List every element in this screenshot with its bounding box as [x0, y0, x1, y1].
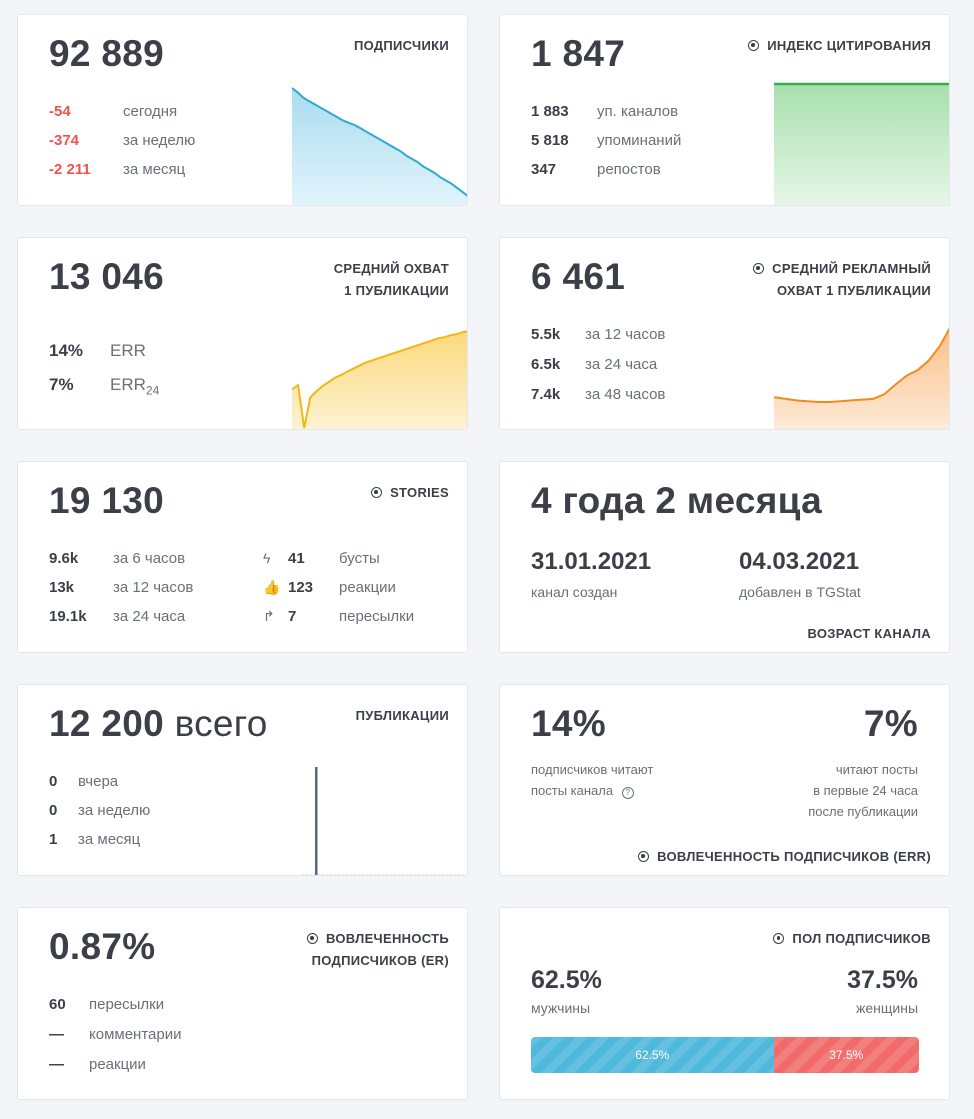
stat-row: 7.4k за 48 часов: [531, 386, 666, 403]
average-reach-value: 13 046: [49, 256, 164, 297]
err-left-caption: подписчиков читают посты канала ?: [531, 762, 654, 799]
publications-card[interactable]: 12 200 всего ПУБЛИКАЦИИ 0 вчера 0 за недел…: [17, 684, 468, 876]
stat-row: 6.5k за 24 часа: [531, 356, 658, 373]
engagement-err-title: ВОВЛЕЧЕННОСТЬ ПОДПИСЧИКОВ (ERR): [638, 846, 931, 868]
engagement-er-title: ВОВЛЕЧЕННОСТЬ ПОДПИСЧИКОВ (ER): [307, 928, 449, 972]
stat-row: — комментарии: [49, 1026, 182, 1043]
stat-row: -54 сегодня: [49, 103, 178, 120]
err24-row: 7% ERR24: [49, 375, 160, 398]
subscribers-trend-chart: [292, 87, 467, 205]
err-right-value: 7%: [863, 703, 918, 744]
publications-stats: 0 вчера 0 за неделю 1 за месяц: [49, 767, 150, 854]
engagement-er-card[interactable]: 0.87% ВОВЛЕЧЕННОСТЬ ПОДПИСЧИКОВ (ER) 60 пе…: [17, 907, 468, 1100]
info-icon[interactable]: [371, 487, 383, 498]
info-icon[interactable]: [753, 263, 765, 274]
reactions-row: 👍 123 реакции: [263, 573, 414, 602]
female-label: женщины: [855, 1000, 918, 1016]
stat-row: 347 репостов: [531, 161, 661, 178]
info-icon[interactable]: [748, 40, 760, 51]
stat-row: -374 за неделю: [49, 132, 196, 149]
stat-row: 13k за 12 часов: [49, 579, 194, 596]
gender-bar: 62.5% 37.5%: [531, 1037, 919, 1073]
created-block: 31.01.2021 канал создан: [531, 548, 651, 600]
stat-row: 9.6k за 6 часов: [49, 550, 186, 567]
created-date: 31.01.2021: [531, 548, 652, 575]
stories-views: 9.6k за 6 часов 13k за 12 часов 19.1k за 24…: [49, 544, 193, 631]
stat-row: 19.1k за 24 часа: [49, 608, 186, 625]
male-label: мужчины: [531, 1000, 591, 1016]
share-arrow-icon: ↱: [263, 608, 275, 624]
female-segment: 37.5%: [773, 1037, 919, 1073]
citation-chart: [774, 82, 949, 205]
average-ad-reach-card[interactable]: 6 461 СРЕДНИЙ РЕКЛАМНЫЙ ОХВАТ 1 ПУБЛИКАЦИ…: [499, 237, 950, 430]
average-reach-title: СРЕДНИЙ ОХВАТ 1 ПУБЛИКАЦИИ: [333, 261, 449, 298]
stories-actions: ϟ 41 бусты 👍 123 реакции ↱ 7 пересылки: [263, 544, 414, 631]
average-reach-line: [292, 330, 467, 429]
err-right-caption: читают посты в первые 24 часа после публ…: [808, 762, 918, 819]
stories-title: STORIES: [371, 482, 449, 504]
stat-row: 0 за неделю: [49, 802, 151, 819]
ad-reach-stats: 5.5k за 12 часов 6.5k за 24 часа 7.4k за 48…: [531, 320, 665, 410]
average-ad-reach-chart: [774, 327, 949, 429]
stat-row: 5.5k за 12 часов: [531, 326, 666, 343]
citation-index-card[interactable]: 1 847 ИНДЕКС ЦИТИРОВАНИЯ 1 883 уп. канало…: [499, 14, 950, 206]
citation-chart-area: [774, 84, 949, 205]
subscribers-title: ПОДПИСЧИКИ: [353, 38, 449, 53]
average-reach-card[interactable]: 13 046 СРЕДНИЙ ОХВАТ 1 ПУБЛИКАЦИИ 14% ERR …: [17, 237, 468, 430]
publications-value: 12 200 всего: [49, 703, 268, 744]
err-row: 14% ERR: [49, 341, 146, 360]
average-reach-area: [292, 331, 467, 429]
citation-index-title: ИНДЕКС ЦИТИРОВАНИЯ: [748, 35, 931, 57]
stat-row: 5 818 упоминаний: [531, 132, 682, 149]
stories-value: 19 130: [49, 480, 164, 521]
gender-card[interactable]: ПОЛ ПОДПИСЧИКОВ 62.5% мужчины 37.5% женщ…: [499, 907, 950, 1100]
added-date: 04.03.2021: [739, 548, 860, 575]
stat-row: 1 за месяц: [49, 831, 141, 848]
citation-index-value: 1 847: [531, 33, 626, 74]
publications-bar: [315, 767, 318, 875]
average-ad-reach-line: [774, 327, 949, 403]
channel-age-value: 4 года 2 месяца: [531, 480, 822, 521]
err-left-value: 14%: [531, 703, 606, 744]
lightning-icon: ϟ: [263, 550, 271, 566]
thumbs-up-icon: 👍: [263, 579, 281, 595]
male-segment: 62.5%: [531, 1037, 774, 1073]
average-ad-reach-area: [774, 329, 949, 429]
channel-age-title: ВОЗРАСТ КАНАЛА: [807, 626, 931, 641]
publications-title: ПУБЛИКАЦИИ: [355, 708, 449, 723]
info-icon[interactable]: [638, 851, 650, 862]
engagement-err-card[interactable]: 14% 7% подписчиков читают посты канала ?…: [499, 684, 950, 876]
info-icon[interactable]: [773, 933, 785, 944]
average-ad-reach-title: СРЕДНИЙ РЕКЛАМНЫЙ ОХВАТ 1 ПУБЛИКАЦИИ: [753, 258, 931, 302]
stat-row: 0 вчера: [49, 773, 119, 790]
boosts-row: ϟ 41 бусты: [263, 544, 414, 573]
subscribers-trend-line: [292, 87, 467, 197]
stories-card[interactable]: 19 130 STORIES 9.6k за 6 часов 13k за 12 ч…: [17, 461, 468, 653]
channel-age-card[interactable]: 4 года 2 месяца 31.01.2021 канал создан …: [499, 461, 950, 653]
male-value: 62.5%: [531, 966, 602, 994]
added-label: добавлен в TGStat: [739, 584, 861, 600]
stat-row: — реакции: [49, 1056, 146, 1073]
question-icon[interactable]: ?: [621, 787, 634, 799]
average-reach-chart: [292, 330, 467, 429]
info-icon[interactable]: [307, 933, 319, 944]
er-value: 0.87%: [49, 926, 156, 967]
citation-stats: 1 883 уп. каналов 5 818 упоминаний 347 репо…: [531, 97, 681, 184]
err-stats: 14% ERR 7% ERR24: [49, 334, 159, 402]
stat-row: -2 211 за месяц: [49, 161, 186, 178]
gender-title: ПОЛ ПОДПИСЧИКОВ: [773, 928, 931, 950]
er-stats: 60 пересылки — комментарии — реакции: [49, 990, 181, 1080]
subscribers-count: 92 889: [49, 33, 164, 74]
forwards-row: ↱ 7 пересылки: [263, 602, 414, 631]
stat-row: 1 883 уп. каналов: [531, 103, 679, 120]
subscribers-card[interactable]: 92 889 ПОДПИСЧИКИ -54 сегодня -374 за неде…: [17, 14, 468, 206]
added-block: 04.03.2021 добавлен в TGStat: [739, 548, 861, 600]
stat-row: 60 пересылки: [49, 996, 165, 1013]
created-label: канал создан: [531, 584, 618, 600]
average-ad-reach-value: 6 461: [531, 256, 626, 297]
female-value: 37.5%: [847, 966, 918, 994]
publications-chart: [302, 767, 466, 875]
subscribers-stats: -54 сегодня -374 за неделю -2 211 за месяц: [49, 97, 195, 184]
